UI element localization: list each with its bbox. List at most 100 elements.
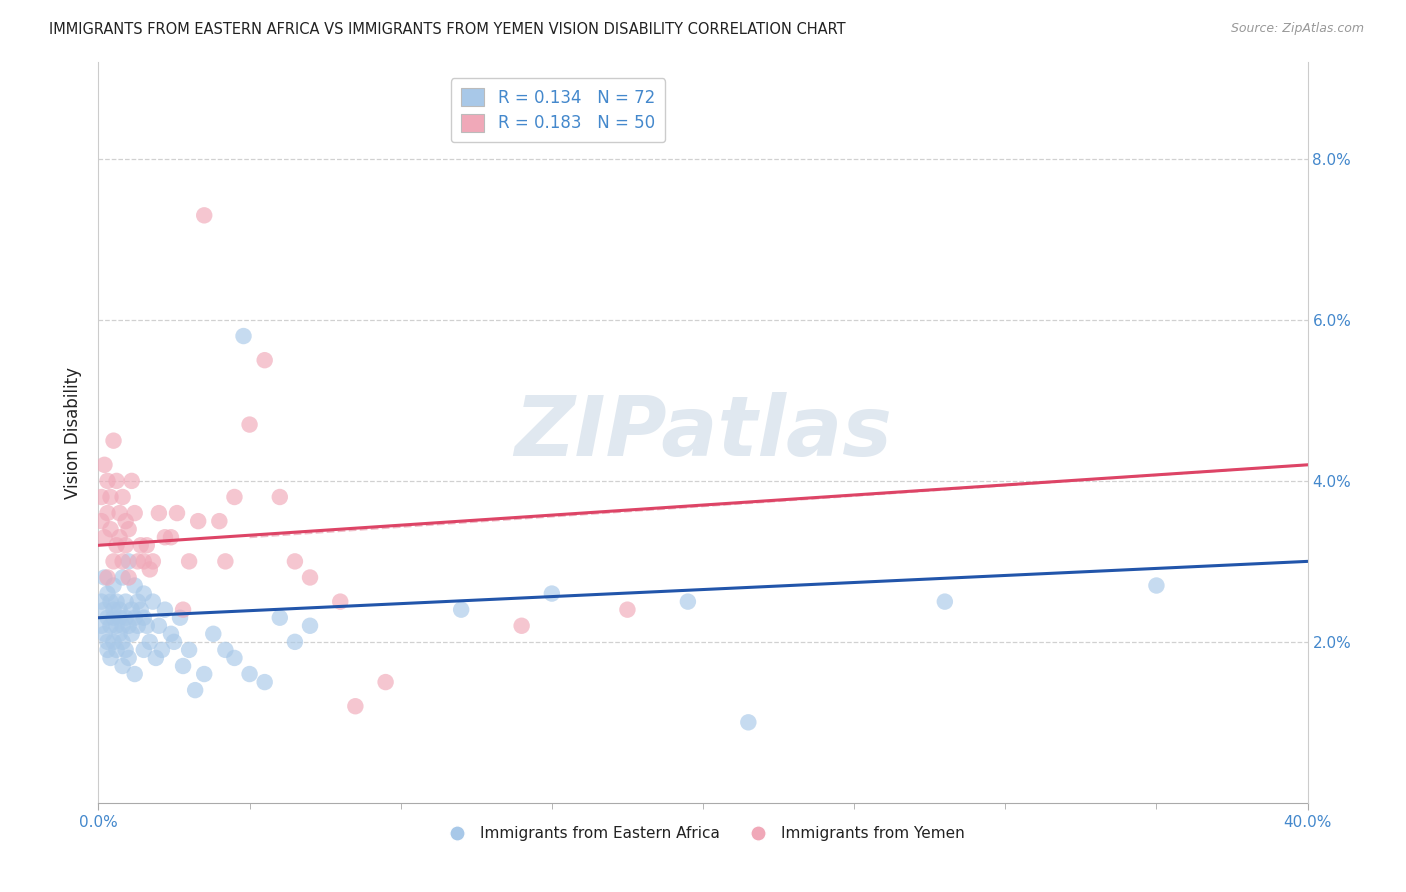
Point <box>103 610 125 624</box>
Point <box>160 530 183 544</box>
Point <box>135 538 157 552</box>
Point <box>124 610 146 624</box>
Point <box>148 619 170 633</box>
Point <box>111 554 134 568</box>
Point <box>96 570 118 584</box>
Point <box>105 594 128 608</box>
Point <box>153 530 176 544</box>
Point <box>100 594 122 608</box>
Point <box>153 602 176 616</box>
Point <box>118 619 141 633</box>
Point <box>1144 578 1167 592</box>
Text: Source: ZipAtlas.com: Source: ZipAtlas.com <box>1230 22 1364 36</box>
Point <box>103 554 125 568</box>
Point <box>510 619 533 633</box>
Point <box>124 667 146 681</box>
Point <box>96 610 118 624</box>
Text: IMMIGRANTS FROM EASTERN AFRICA VS IMMIGRANTS FROM YEMEN VISION DISABILITY CORREL: IMMIGRANTS FROM EASTERN AFRICA VS IMMIGR… <box>49 22 846 37</box>
Point <box>96 586 118 600</box>
Point <box>108 627 131 641</box>
Point <box>127 619 149 633</box>
Point <box>93 458 115 472</box>
Point <box>179 554 201 568</box>
Point <box>676 594 699 608</box>
Point <box>108 506 131 520</box>
Point <box>616 602 638 616</box>
Point <box>124 506 146 520</box>
Point <box>450 602 472 616</box>
Point <box>121 602 143 616</box>
Point <box>121 474 143 488</box>
Point <box>108 610 131 624</box>
Point <box>142 594 165 608</box>
Point <box>214 554 236 568</box>
Point <box>90 490 112 504</box>
Point <box>121 627 143 641</box>
Point <box>166 506 188 520</box>
Point <box>114 514 136 528</box>
Point <box>253 675 276 690</box>
Point <box>239 667 262 681</box>
Point <box>299 570 322 584</box>
Point <box>111 635 134 649</box>
Point <box>139 562 162 576</box>
Point <box>105 643 128 657</box>
Point <box>269 490 291 504</box>
Point <box>129 602 152 616</box>
Point <box>232 329 254 343</box>
Point <box>169 610 191 624</box>
Point <box>93 530 115 544</box>
Point <box>96 643 118 657</box>
Point <box>139 635 162 649</box>
Point <box>100 490 122 504</box>
Point <box>269 610 291 624</box>
Point <box>114 610 136 624</box>
Point <box>284 554 307 568</box>
Point <box>132 554 155 568</box>
Point <box>111 619 134 633</box>
Point <box>208 514 231 528</box>
Point <box>105 474 128 488</box>
Point <box>239 417 262 432</box>
Point <box>145 651 167 665</box>
Point <box>96 474 118 488</box>
Point <box>172 602 194 616</box>
Point <box>105 538 128 552</box>
Point <box>135 619 157 633</box>
Point <box>148 506 170 520</box>
Point <box>108 602 131 616</box>
Point <box>118 651 141 665</box>
Point <box>737 715 759 730</box>
Y-axis label: Vision Disability: Vision Disability <box>65 367 83 499</box>
Point <box>105 619 128 633</box>
Point <box>90 514 112 528</box>
Point <box>132 643 155 657</box>
Point <box>299 619 322 633</box>
Point <box>93 570 115 584</box>
Point <box>129 538 152 552</box>
Point <box>163 635 186 649</box>
Point <box>142 554 165 568</box>
Point <box>132 610 155 624</box>
Point <box>103 434 125 448</box>
Point <box>100 651 122 665</box>
Point <box>111 659 134 673</box>
Point <box>100 522 122 536</box>
Point <box>184 683 207 698</box>
Point <box>127 554 149 568</box>
Point <box>124 578 146 592</box>
Point <box>132 586 155 600</box>
Point <box>114 643 136 657</box>
Point <box>118 522 141 536</box>
Point <box>172 659 194 673</box>
Point <box>100 619 122 633</box>
Point <box>202 627 225 641</box>
Point <box>160 627 183 641</box>
Point <box>103 635 125 649</box>
Point <box>96 635 118 649</box>
Point <box>253 353 276 368</box>
Point <box>284 635 307 649</box>
Point <box>118 554 141 568</box>
Point <box>224 651 246 665</box>
Point <box>214 643 236 657</box>
